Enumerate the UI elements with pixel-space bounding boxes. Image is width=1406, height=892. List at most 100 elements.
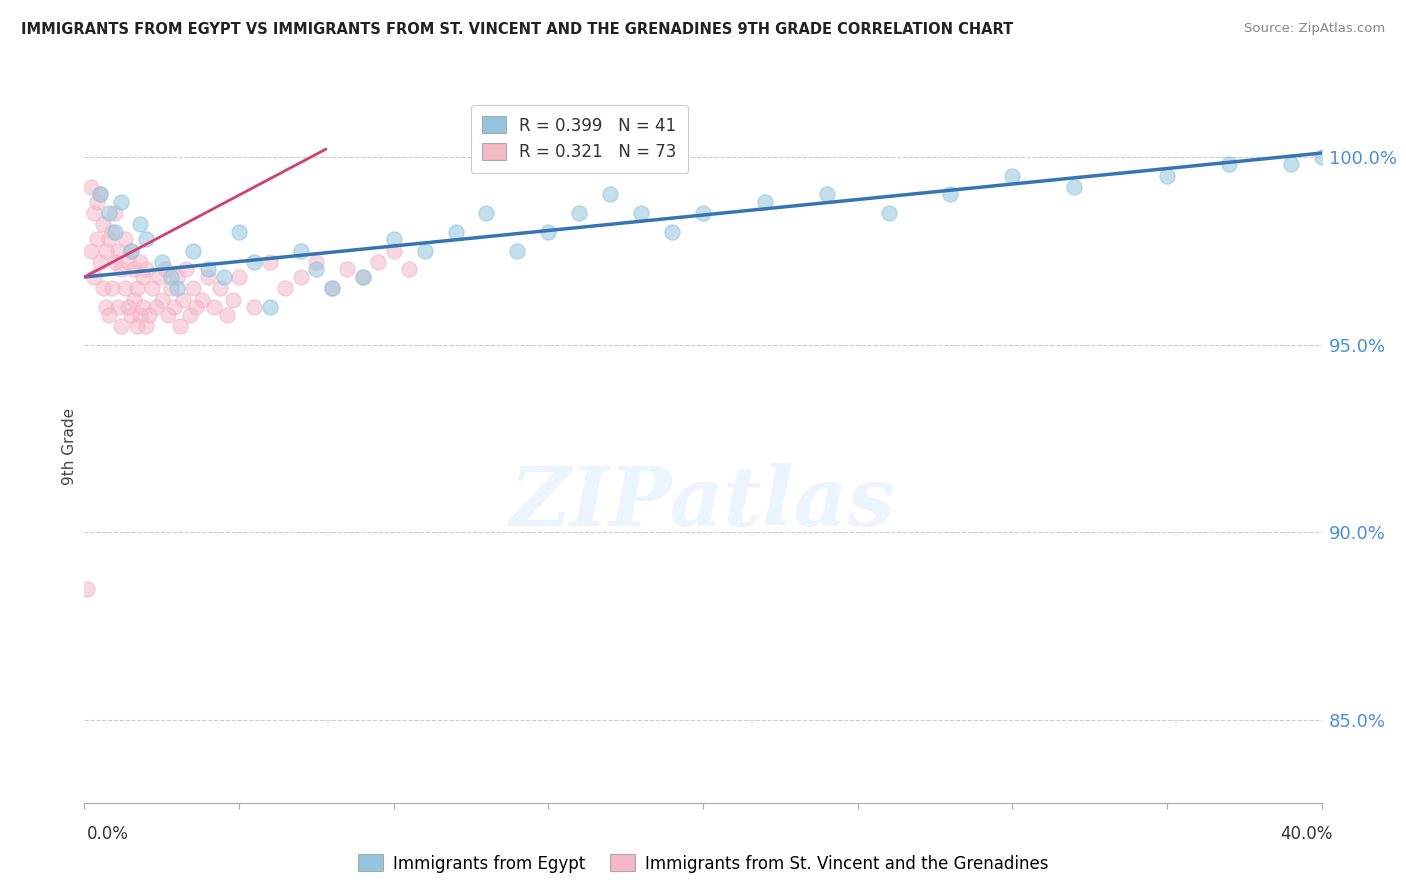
Point — [135, 232, 157, 246]
Point — [125, 318, 148, 333]
Point — [243, 300, 266, 314]
Point — [166, 281, 188, 295]
Point — [352, 270, 374, 285]
Point — [101, 281, 124, 295]
Point — [141, 281, 163, 295]
Point — [475, 206, 498, 220]
Point — [120, 244, 142, 258]
Point — [1310, 150, 1333, 164]
Point — [132, 270, 155, 285]
Point — [104, 255, 127, 269]
Point — [107, 300, 129, 314]
Point — [179, 308, 201, 322]
Point — [120, 244, 142, 258]
Point — [382, 244, 405, 258]
Point — [94, 244, 117, 258]
Point — [107, 244, 129, 258]
Point — [290, 244, 312, 258]
Point — [83, 270, 105, 285]
Text: 0.0%: 0.0% — [87, 825, 129, 843]
Point — [321, 281, 343, 295]
Point — [122, 262, 145, 277]
Point — [98, 232, 121, 246]
Point — [79, 244, 101, 258]
Point — [135, 262, 157, 277]
Point — [336, 262, 359, 277]
Point — [305, 255, 328, 269]
Point — [150, 293, 173, 307]
Point — [537, 225, 560, 239]
Point — [209, 281, 232, 295]
Point — [132, 300, 155, 314]
Point — [274, 281, 297, 295]
Point — [125, 281, 148, 295]
Point — [877, 206, 900, 220]
Point — [91, 281, 114, 295]
Point — [413, 244, 436, 258]
Point — [181, 244, 204, 258]
Point — [86, 232, 108, 246]
Point — [83, 206, 105, 220]
Point — [815, 187, 838, 202]
Point — [939, 187, 962, 202]
Point — [150, 255, 173, 269]
Point — [599, 187, 621, 202]
Point — [444, 225, 467, 239]
Point — [129, 218, 152, 232]
Point — [91, 218, 114, 232]
Point — [191, 293, 214, 307]
Point — [166, 270, 188, 285]
Point — [110, 262, 132, 277]
Point — [129, 308, 152, 322]
Point — [110, 318, 132, 333]
Point — [661, 225, 683, 239]
Point — [89, 187, 111, 202]
Point — [1063, 179, 1085, 194]
Point — [104, 206, 127, 220]
Point — [382, 232, 405, 246]
Point — [110, 194, 132, 209]
Point — [181, 281, 204, 295]
Point — [197, 270, 219, 285]
Point — [89, 255, 111, 269]
Point — [568, 206, 591, 220]
Point — [692, 206, 714, 220]
Point — [120, 308, 142, 322]
Point — [367, 255, 389, 269]
Point — [160, 270, 183, 285]
Point — [1001, 169, 1024, 183]
Text: ZIPatlas: ZIPatlas — [510, 463, 896, 543]
Legend: R = 0.399   N = 41, R = 0.321   N = 73: R = 0.399 N = 41, R = 0.321 N = 73 — [471, 104, 688, 173]
Point — [117, 255, 139, 269]
Point — [117, 300, 139, 314]
Point — [76, 582, 98, 596]
Point — [104, 225, 127, 239]
Point — [129, 255, 152, 269]
Point — [176, 262, 198, 277]
Point — [1279, 157, 1302, 171]
Point — [138, 308, 160, 322]
Point — [114, 232, 136, 246]
Point — [215, 308, 238, 322]
Point — [94, 300, 117, 314]
Point — [228, 225, 250, 239]
Point — [630, 206, 652, 220]
Point — [156, 308, 179, 322]
Point — [148, 270, 170, 285]
Point — [89, 187, 111, 202]
Text: IMMIGRANTS FROM EGYPT VS IMMIGRANTS FROM ST. VINCENT AND THE GRENADINES 9TH GRAD: IMMIGRANTS FROM EGYPT VS IMMIGRANTS FROM… — [21, 22, 1014, 37]
Point — [222, 293, 245, 307]
Point — [153, 262, 176, 277]
Y-axis label: 9th Grade: 9th Grade — [62, 408, 77, 484]
Point — [321, 281, 343, 295]
Point — [86, 194, 108, 209]
Point — [305, 262, 328, 277]
Point — [79, 179, 101, 194]
Point — [202, 300, 225, 314]
Point — [160, 281, 183, 295]
Point — [114, 281, 136, 295]
Point — [163, 300, 186, 314]
Point — [172, 293, 194, 307]
Point — [398, 262, 420, 277]
Point — [259, 255, 281, 269]
